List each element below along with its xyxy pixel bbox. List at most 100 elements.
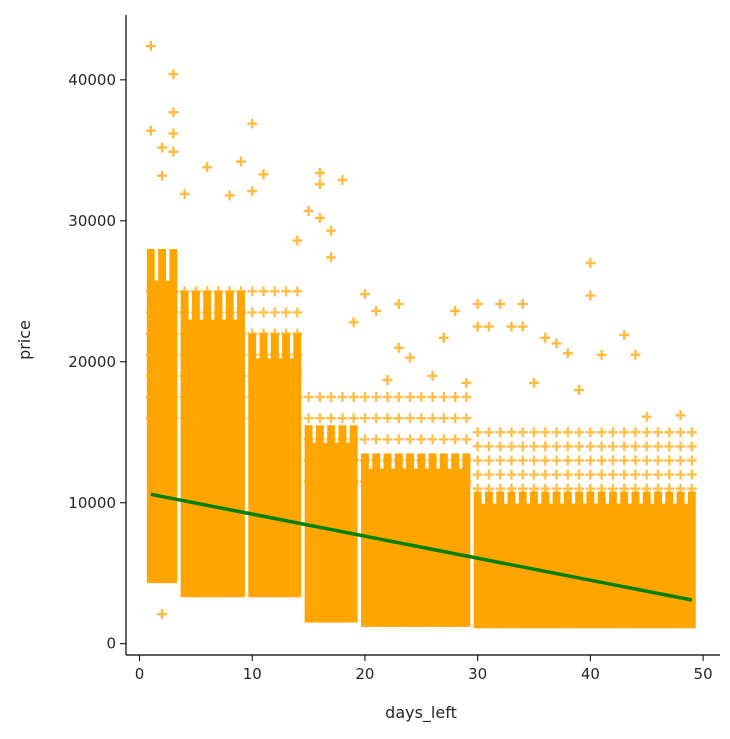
scatter-point [472,441,483,452]
scatter-point [686,469,697,480]
scatter-points [145,41,697,629]
scatter-point [540,427,551,438]
scatter-point [562,483,573,494]
scatter-point [416,392,427,403]
scatter-point [258,286,269,297]
scatter-point [461,392,472,403]
scatter-point [382,455,393,466]
scatter-point [168,349,179,360]
scatter-point [269,392,280,403]
scatter-point [202,162,213,173]
scatter-point [157,170,168,181]
scatter-point [157,609,168,620]
scatter-point [405,352,416,363]
scatter-point [145,413,156,424]
scatter-point [675,483,686,494]
scatter-point [517,441,528,452]
scatter-point [157,413,168,424]
scatter-point [438,476,449,487]
scatter-point [247,307,258,318]
scatter-point [438,413,449,424]
scatter-point [269,349,280,360]
scatter-point [641,469,652,480]
scatter-point [168,307,179,318]
x-tick-label: 40 [581,665,600,683]
scatter-point [574,441,585,452]
scatter-point [326,392,337,403]
scatter-point [258,169,269,180]
scatter-point [630,427,641,438]
scatter-point [281,349,292,360]
scatter-point [619,441,630,452]
scatter-point [630,349,641,360]
scatter-point [258,413,269,424]
scatter-point [495,298,506,309]
scatter-point [585,290,596,301]
scatter-point [495,469,506,480]
scatter-point [247,186,258,197]
scatter-point [641,441,652,452]
scatter-point [145,286,156,297]
scatter-point [596,441,607,452]
scatter-point [686,427,697,438]
scatter-point [337,392,348,403]
scatter-point [596,349,607,360]
scatter-point [517,427,528,438]
scatter-point [540,469,551,480]
scatter-point [202,413,213,424]
scatter-point [641,455,652,466]
scatter-point [517,321,528,332]
scatter-point [585,427,596,438]
scatter-point [337,174,348,185]
scatter-point [551,455,562,466]
scatter-point [292,328,303,339]
scatter-point [405,434,416,445]
scatter-point [405,455,416,466]
scatter-point [427,434,438,445]
scatter-point [213,286,224,297]
scatter-density-band [248,333,257,598]
scatter-point [235,349,246,360]
scatter-point [675,455,686,466]
scatter-point [393,434,404,445]
x-axis-label: days_left [385,703,457,723]
scatter-point [529,441,540,452]
scatter-point [258,349,269,360]
scatter-point [585,469,596,480]
scatter-point [179,370,190,381]
y-ticks: 0 10000 20000 30000 40000 [68,71,126,653]
regression-line-layer [150,492,693,602]
scatter-point [472,427,483,438]
scatter-point [269,328,280,339]
scatter-point [405,413,416,424]
scatter-point [382,413,393,424]
scatter-point [247,286,258,297]
scatter-point [190,328,201,339]
scatter-point [168,128,179,139]
scatter-point [551,338,562,349]
scatter-point [551,441,562,452]
scatter-point [179,392,190,403]
scatter-point [675,441,686,452]
scatter-point [281,328,292,339]
scatter-point [292,370,303,381]
scatter-point [438,455,449,466]
scatter-point [281,286,292,297]
x-ticks: 0 10 20 30 40 50 [135,655,713,683]
scatter-point [348,455,359,466]
scatter-point [427,413,438,424]
scatter-point [213,328,224,339]
scatter-point [495,427,506,438]
scatter-point [529,427,540,438]
scatter-point [641,427,652,438]
scatter-point [607,441,618,452]
scatter-point [483,483,494,494]
scatter-point [461,434,472,445]
scatter-point [393,413,404,424]
scatter-point [596,455,607,466]
scatter-point [179,189,190,200]
regression-line [150,492,693,602]
scatter-point [348,317,359,328]
scatter-point [179,307,190,318]
scatter-point [190,286,201,297]
